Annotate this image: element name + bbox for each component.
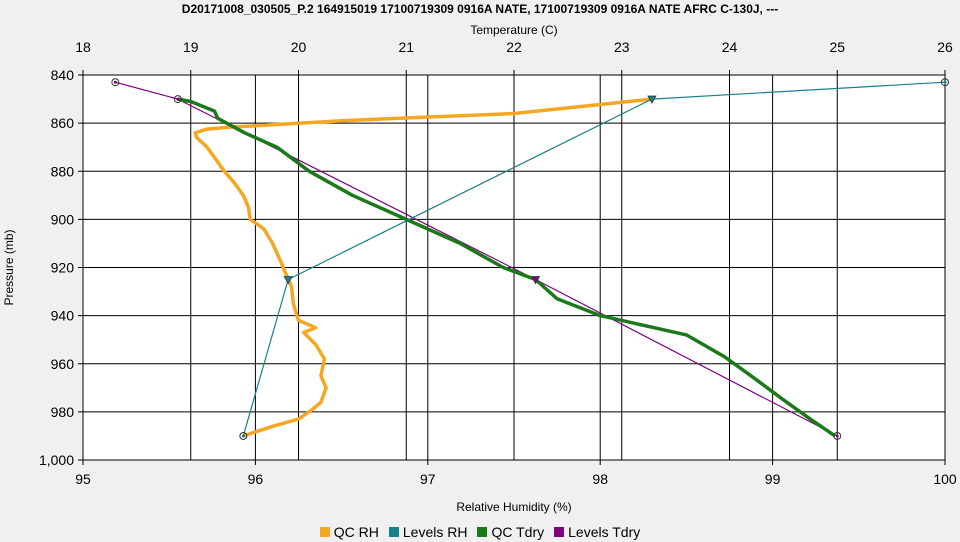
top-tick-label: 18 [75, 39, 91, 55]
left-tick-label: 900 [51, 211, 75, 227]
bottom-tick-label: 99 [765, 471, 781, 487]
level-marker-triangle [647, 95, 657, 104]
legend-swatch [477, 527, 488, 537]
legend-item: Levels RH [388, 524, 468, 540]
series-line-qc-tdry [177, 97, 837, 438]
series-layer [111, 78, 949, 440]
left-tick-label: 860 [51, 115, 75, 131]
bottom-axis-title: Relative Humidity (%) [456, 500, 571, 514]
level-marker-triangle [283, 276, 293, 285]
level-marker-circle [941, 78, 949, 87]
level-marker-dot [241, 434, 245, 438]
left-tick-label: 920 [51, 260, 75, 276]
bottom-tick-label: 95 [75, 471, 91, 487]
series-line-levels-tdry [115, 81, 838, 437]
series-line-levels-rh [242, 81, 946, 437]
level-marker-dot [943, 80, 947, 84]
bottom-tick-label: 96 [248, 471, 264, 487]
legend-label: Levels Tdry [568, 524, 641, 540]
legend-swatch [319, 527, 330, 537]
top-tick-label: 22 [506, 39, 522, 55]
level-marker-circle [833, 431, 842, 440]
level-marker-triangle [530, 276, 541, 285]
left-tick-label: 840 [51, 67, 75, 83]
left-axis-title: Pressure (mb) [2, 229, 16, 305]
legend-label: Levels RH [402, 524, 468, 540]
axis-layer: 18 19 20 21 22 23 24 25 26 95 96 97 98 99 100 840 860 880… [2, 23, 957, 514]
chart-canvas: 18 19 20 21 22 23 24 25 26 95 96 97 98 99 100 840 860 880… [2, 23, 957, 514]
chart-title: D20171008_030505_P.2 164915019 171007193… [181, 2, 779, 16]
top-tick-label: 25 [829, 39, 845, 55]
top-tick-label: 20 [291, 39, 307, 55]
level-marker-circle [239, 431, 248, 440]
series-line-qc-rh [193, 97, 653, 438]
top-tick-label: 19 [183, 39, 199, 55]
level-marker-dot [176, 97, 180, 101]
legend-label: QC Tdry [491, 524, 545, 540]
left-tick-label: 960 [51, 356, 75, 372]
level-marker-circle [111, 78, 120, 87]
bottom-tick-label: 97 [420, 471, 436, 487]
level-marker-dot [113, 80, 117, 84]
top-tick-label: 21 [398, 39, 414, 55]
top-tick-label: 24 [722, 39, 738, 55]
legend-swatch [388, 527, 399, 537]
left-tick-label: 1,000 [39, 452, 74, 468]
top-axis-title: Temperature (C) [470, 23, 557, 37]
legend-item: QC RH [319, 524, 379, 540]
legend-label: QC RH [333, 524, 379, 540]
level-marker-dot [835, 434, 839, 438]
left-tick-label: 980 [51, 404, 75, 420]
legend-item: QC Tdry [477, 524, 544, 540]
legend-item: Levels Tdry [554, 524, 640, 540]
left-tick-label: 880 [51, 163, 75, 179]
top-tick-label: 26 [937, 39, 953, 55]
legend: QC RH Levels RH QC Tdry Levels Tdry [0, 522, 960, 542]
bottom-tick-label: 98 [592, 471, 608, 487]
bottom-tick-label: 100 [933, 471, 957, 487]
legend-swatch [554, 527, 565, 537]
level-marker-circle [173, 95, 182, 104]
left-tick-label: 940 [51, 308, 75, 324]
top-tick-label: 23 [614, 39, 630, 55]
